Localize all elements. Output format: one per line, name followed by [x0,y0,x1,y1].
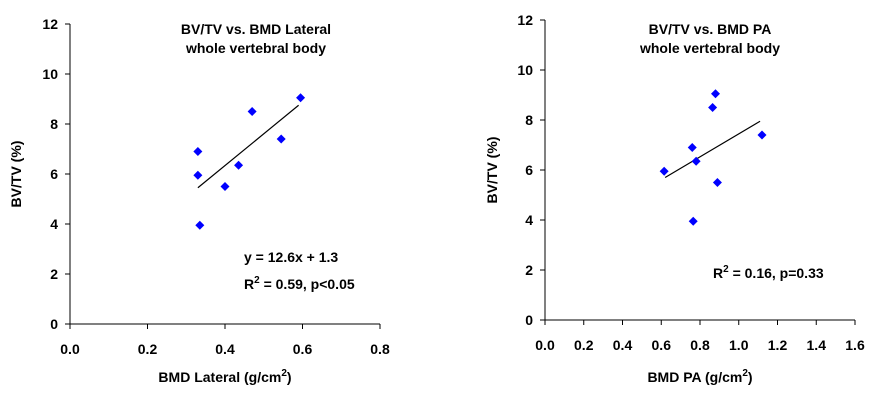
chart-bmd-lateral: 0 2 4 6 8 10 12 0.0 0.2 0.4 0.6 0.8 BV/TV vs. BMD … [8,16,390,385]
x-tick-label: 0.0 [535,337,555,353]
y-tick-label: 12 [42,16,58,32]
data-point [195,220,205,230]
chart-bmd-pa: 0 2 4 6 8 10 12 0.0 0.2 0.4 0.6 0.8 1.0 1.2 1.4 1.6 BV… [484,12,865,385]
x-tick-label: 0.8 [690,337,710,353]
chart-subtitle: whole vertebral body [639,40,780,56]
y-tick-label: 10 [517,62,533,78]
y-tick-label: 4 [525,212,533,228]
r-squared-annotation: R2 = 0.59, p<0.05 [244,275,355,292]
x-tick-label: 0.2 [138,341,158,357]
x-tick-label: 1.6 [845,337,865,353]
x-tick-label: 0.2 [574,337,594,353]
data-point [711,89,720,99]
data-point [234,160,244,170]
x-tick-label: 0.4 [613,337,633,353]
y-tick-label: 4 [50,216,58,232]
x-ticks: 0.0 0.2 0.4 0.6 0.8 [60,324,390,357]
data-point [296,93,306,103]
data-point [247,107,257,116]
y-tick-label: 8 [50,116,58,132]
data-point [757,130,767,140]
x-axis-label: BMD PA (g/cm2) [647,368,752,385]
equation-annotation: y = 12.6x + 1.3 [244,249,338,265]
chart-title: BV/TV vs. BMD Lateral [181,21,331,37]
y-tick-label: 6 [50,166,58,182]
data-point [691,156,701,166]
y-tick-label: 0 [50,316,58,332]
y-axis-label: BV/TV (%) [484,137,500,204]
data-point [688,216,698,226]
data-points [193,93,306,230]
data-point [687,143,697,152]
y-tick-label: 6 [525,162,533,178]
x-tick-label: 0.6 [652,337,672,353]
x-tick-label: 0.0 [60,341,80,357]
trendline [664,120,761,179]
y-ticks: 0 2 4 6 8 10 12 [517,12,545,328]
data-point [712,178,722,187]
y-tick-label: 0 [525,312,533,328]
x-tick-label: 0.8 [370,341,390,357]
x-tick-label: 0.4 [215,341,235,357]
x-axis-label: BMD Lateral (g/cm2) [158,368,291,385]
data-points [659,89,767,226]
data-point [276,134,286,144]
trendline [197,104,300,189]
data-point [708,103,718,112]
x-tick-label: 1.4 [807,337,827,353]
y-tick-label: 12 [517,12,533,28]
x-ticks: 0.0 0.2 0.4 0.6 0.8 1.0 1.2 1.4 1.6 [535,320,865,353]
data-point [193,170,203,180]
x-tick-label: 1.2 [768,337,788,353]
data-point [659,166,669,176]
r-squared-annotation: R2 = 0.16, p=0.33 [713,264,824,281]
chart-subtitle: whole vertebral body [185,40,326,56]
data-point [220,182,230,191]
x-tick-label: 0.6 [293,341,313,357]
chart-title: BV/TV vs. BMD PA [649,21,772,37]
y-axis-label: BV/TV (%) [8,141,24,208]
y-tick-label: 2 [50,266,58,282]
x-tick-label: 1.0 [729,337,749,353]
y-tick-label: 8 [525,112,533,128]
y-ticks: 0 2 4 6 8 10 12 [42,16,70,332]
y-tick-label: 10 [42,66,58,82]
data-point [193,147,203,156]
y-tick-label: 2 [525,262,533,278]
